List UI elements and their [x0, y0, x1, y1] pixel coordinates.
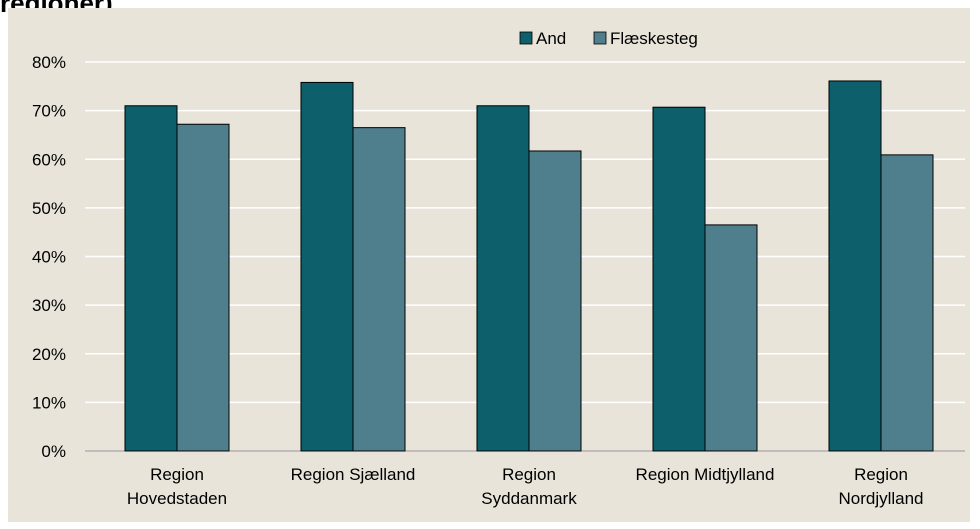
bar-and — [652, 106, 706, 452]
bar-flaeskesteg — [352, 127, 406, 452]
bar-flaeskesteg — [528, 150, 582, 452]
y-tick-label: 80% — [32, 53, 66, 72]
bar-and — [300, 81, 354, 452]
legend-label: And — [536, 29, 566, 48]
y-tick-label: 50% — [32, 199, 66, 218]
y-tick-label: 20% — [32, 345, 66, 364]
y-tick-label: 10% — [32, 393, 66, 412]
bar-flaeskesteg — [176, 123, 230, 452]
y-tick-label: 30% — [32, 296, 66, 315]
bar-and — [124, 105, 178, 452]
bar-flaeskesteg — [880, 154, 934, 452]
y-tick-label: 60% — [32, 150, 66, 169]
y-tick-label: 70% — [32, 102, 66, 121]
x-tick-label: Region Midtjylland — [636, 465, 775, 484]
y-tick-label: 40% — [32, 248, 66, 267]
legend-swatch — [593, 31, 607, 45]
x-tick-label: Region — [854, 465, 908, 484]
bar-and — [476, 105, 530, 452]
legend-label: Flæskesteg — [610, 29, 698, 48]
x-tick-label: Region — [150, 465, 204, 484]
x-tick-label: Nordjylland — [838, 489, 923, 508]
bar-and — [828, 80, 882, 452]
legend-swatch — [519, 31, 533, 45]
bar-flaeskesteg — [704, 224, 758, 452]
x-tick-label: Region — [502, 465, 556, 484]
y-tick-label: 0% — [41, 442, 66, 461]
x-tick-label: Hovedstaden — [127, 489, 227, 508]
x-tick-label: Syddanmark — [481, 489, 577, 508]
x-tick-label: Region Sjælland — [291, 465, 416, 484]
